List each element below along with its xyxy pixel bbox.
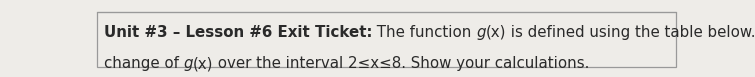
- Text: change of: change of: [103, 56, 183, 71]
- Text: The function: The function: [372, 25, 476, 40]
- FancyBboxPatch shape: [97, 12, 676, 67]
- Text: g: g: [183, 56, 193, 71]
- Text: (x): (x): [193, 56, 214, 71]
- Text: is defined using the table below. Find the average rate of: is defined using the table below. Find t…: [506, 25, 755, 40]
- Text: over the interval 2≤x≤8. Show your calculations.: over the interval 2≤x≤8. Show your calcu…: [214, 56, 590, 71]
- Text: Unit #3 – Lesson #6 Exit Ticket:: Unit #3 – Lesson #6 Exit Ticket:: [103, 25, 372, 40]
- Text: (x): (x): [485, 25, 506, 40]
- Text: g: g: [476, 25, 485, 40]
